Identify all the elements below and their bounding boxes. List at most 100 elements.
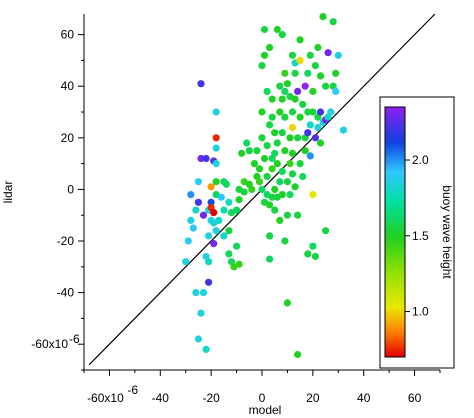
data-point [309, 242, 317, 250]
data-point [296, 36, 304, 44]
data-point [243, 139, 251, 147]
data-point [296, 56, 304, 64]
data-point [233, 206, 241, 214]
data-point [309, 87, 317, 95]
data-point [286, 134, 294, 142]
x-tick-label: 20 [306, 391, 320, 405]
data-point [273, 139, 281, 147]
data-point [314, 43, 322, 52]
data-point [276, 108, 284, 116]
data-point [225, 198, 233, 206]
data-point [199, 211, 208, 219]
data-point [258, 108, 266, 116]
x-axis-ticks: -60x10-6 -40 -20 0 20 40 60 [83, 370, 441, 405]
data-point [316, 72, 325, 80]
data-point [306, 121, 314, 129]
data-point [294, 134, 302, 142]
data-point [301, 82, 309, 90]
data-point [184, 237, 192, 245]
x-tick-label: -20 [202, 391, 220, 405]
data-point [199, 289, 208, 297]
data-point [268, 113, 276, 121]
data-point [278, 167, 286, 175]
data-point [276, 178, 284, 186]
data-point [197, 80, 205, 88]
data-point [258, 62, 266, 70]
data-point [304, 129, 312, 137]
x-tick-exponent: -6 [127, 383, 138, 397]
data-point [301, 147, 309, 155]
data-point [288, 51, 297, 59]
y-tick-label: -60x10 [31, 337, 68, 351]
data-point [212, 160, 220, 168]
data-point [306, 51, 314, 59]
data-point [205, 232, 213, 240]
data-point [309, 108, 317, 116]
x-tick-label: -40 [152, 391, 170, 405]
data-point [294, 211, 302, 219]
data-point [311, 62, 319, 70]
data-point [291, 183, 299, 191]
data-point [207, 183, 215, 191]
data-point [250, 160, 258, 168]
data-point [182, 258, 190, 266]
data-point [268, 165, 276, 173]
data-point [194, 198, 202, 206]
data-point [294, 87, 302, 95]
data-point [288, 170, 297, 178]
data-point [212, 144, 220, 152]
data-point [245, 147, 253, 155]
data-point [288, 123, 297, 132]
x-axis-title: model [249, 403, 282, 417]
data-point [255, 178, 264, 186]
data-point [276, 216, 284, 224]
x-tick-label: 60 [408, 391, 422, 405]
data-point [291, 69, 299, 77]
data-point [258, 185, 266, 193]
data-point [189, 224, 197, 232]
data-point [299, 100, 307, 108]
data-point [235, 196, 243, 204]
colorbar-title: buoy wave height [440, 185, 454, 279]
data-points [182, 13, 347, 359]
data-point [268, 95, 276, 103]
data-point [322, 82, 330, 90]
data-point [205, 278, 213, 286]
data-point [212, 178, 220, 186]
data-point [197, 154, 205, 163]
data-point [192, 206, 200, 214]
data-point [220, 206, 228, 214]
colorbar-ticks: 1.0 1.5 2.0 [405, 153, 429, 319]
data-point [286, 160, 294, 168]
data-point [322, 227, 330, 235]
colorbar-tick-label: 1.5 [412, 229, 429, 243]
data-point [263, 142, 271, 150]
data-point [233, 242, 241, 250]
data-point [266, 232, 274, 240]
data-point [217, 193, 225, 201]
y-axis-ticks: 60 40 20 0 -20 -40 -60x10 -6 [31, 28, 84, 371]
data-point [225, 250, 233, 258]
data-point [291, 95, 299, 103]
data-point [296, 160, 304, 168]
y-tick-exponent: -6 [69, 332, 80, 346]
data-point [278, 30, 286, 39]
data-point [332, 87, 340, 95]
data-point [296, 113, 304, 121]
data-point [304, 250, 312, 258]
colorbar-gradient [384, 106, 406, 358]
y-tick-label: -40 [57, 286, 75, 300]
data-point [238, 149, 246, 157]
data-point [278, 95, 286, 103]
data-point [299, 172, 307, 181]
data-point [281, 113, 289, 121]
data-point [210, 240, 218, 248]
data-point [314, 123, 322, 132]
data-point [273, 160, 281, 168]
data-point [281, 147, 289, 155]
y-tick-label: 20 [61, 131, 75, 145]
data-point [288, 149, 297, 157]
data-point [316, 139, 325, 147]
data-point [263, 172, 271, 181]
